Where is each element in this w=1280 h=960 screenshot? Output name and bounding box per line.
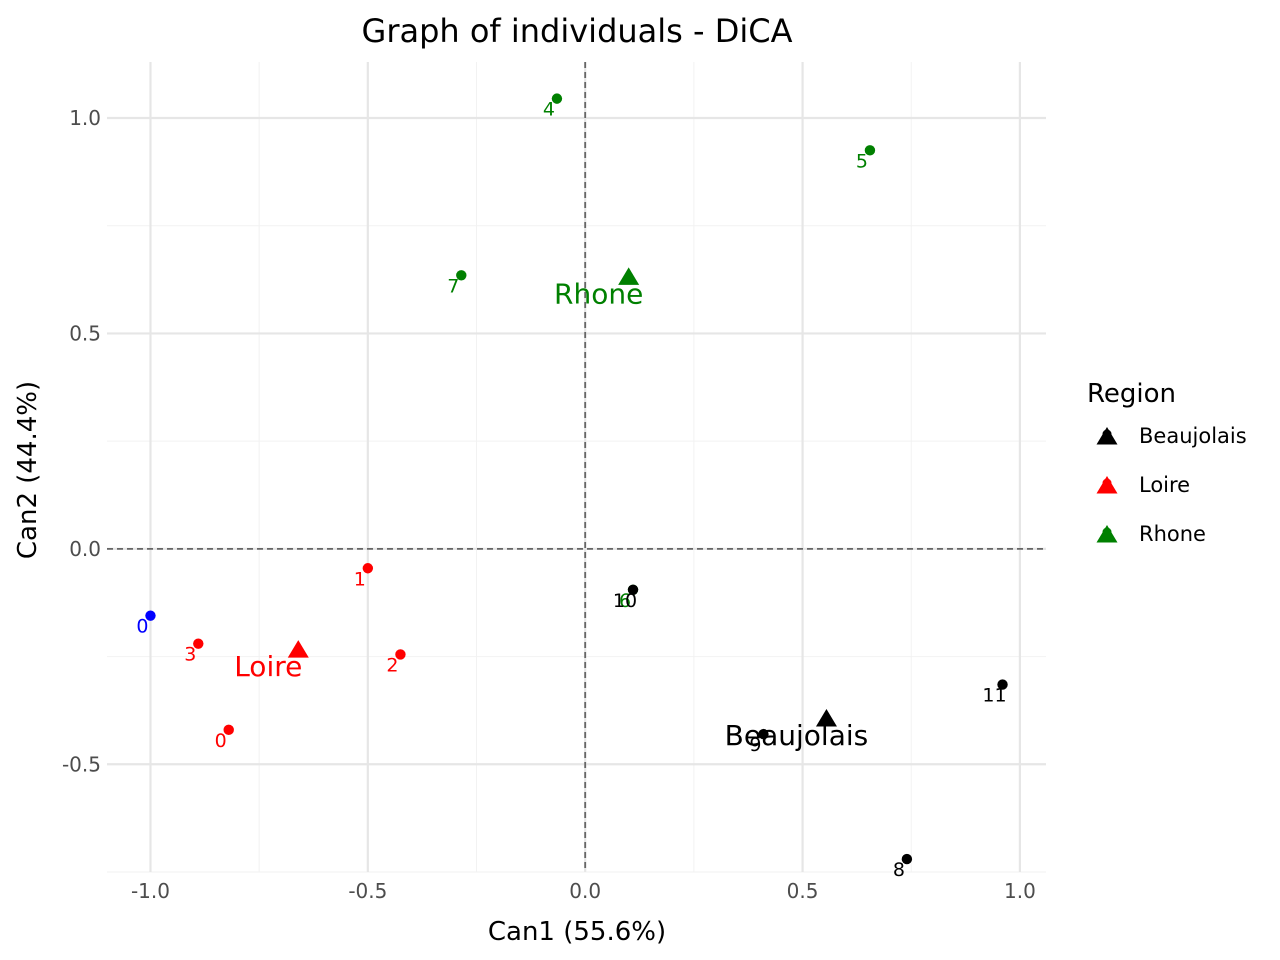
data-point	[901, 853, 913, 865]
data-point	[456, 270, 467, 281]
data-point	[627, 584, 639, 595]
point-label: 3	[184, 644, 196, 666]
reference-lines	[107, 62, 1046, 872]
data-point	[193, 638, 204, 649]
x-tick-label: 1.0	[1004, 879, 1036, 903]
point-label: 11	[982, 685, 1006, 707]
centroid-label: Loire	[234, 650, 302, 683]
y-axis-ticks: -0.5 0.0 0.5 1.0	[62, 106, 101, 776]
x-axis-title: Can1 (55.6%)	[488, 917, 666, 947]
data-point	[864, 145, 876, 156]
y-axis-title: Can2 (44.4%)	[13, 381, 43, 559]
legend-point	[1102, 478, 1112, 488]
y-tick-label: 0.0	[69, 537, 101, 561]
point-label: 9	[749, 734, 761, 756]
data-point	[551, 93, 563, 104]
x-axis-ticks: -1.0 -0.5 0.0 0.5 1.0	[131, 879, 1036, 903]
point-label: 6	[619, 590, 631, 612]
chart-title: Graph of individuals - DiCA	[362, 12, 793, 50]
legend-title: Region	[1087, 379, 1176, 409]
legend: Region Beaujolais Loire Rhone	[1087, 379, 1247, 546]
x-tick-label: -0.5	[348, 879, 387, 903]
data-point	[395, 649, 406, 660]
data-point	[145, 610, 156, 621]
point-label: 7	[447, 275, 459, 297]
legend-entry-label: Beaujolais	[1139, 424, 1247, 448]
point-label: 2	[386, 654, 398, 676]
data-point	[223, 724, 234, 736]
centroid-label: Beaujolais	[725, 719, 869, 752]
data-marks: 0 3 0 1 2 4 5 7 610 9 11 8 Loire Rhone Beaujolais	[136, 93, 1008, 881]
centroid-marker	[287, 640, 309, 658]
y-tick-label: 0.5	[69, 321, 101, 345]
legend-point	[1102, 527, 1112, 537]
centroid-marker	[815, 709, 837, 727]
point-label: 5	[856, 150, 868, 172]
x-tick-label: 0.5	[787, 879, 819, 903]
x-tick-label: -1.0	[131, 879, 170, 903]
minor-grid	[107, 62, 1046, 873]
point-label: 8	[893, 859, 905, 881]
centroid-marker	[618, 267, 640, 285]
point-label: 1	[354, 568, 366, 590]
data-point	[362, 563, 374, 574]
point-label: 0	[215, 730, 227, 752]
point-label: 10	[613, 590, 637, 612]
legend-point	[1102, 429, 1112, 439]
major-grid	[107, 62, 1046, 872]
x-tick-label: 0.0	[569, 879, 601, 903]
y-tick-label: 1.0	[69, 106, 101, 130]
point-label: 4	[543, 99, 555, 121]
y-tick-label: -0.5	[62, 752, 101, 776]
point-label: 0	[136, 616, 148, 638]
legend-entry-label: Loire	[1139, 473, 1190, 497]
data-point	[997, 679, 1008, 690]
centroid-label: Rhone	[554, 277, 643, 310]
data-point	[758, 728, 769, 740]
legend-entry-label: Rhone	[1139, 522, 1206, 546]
